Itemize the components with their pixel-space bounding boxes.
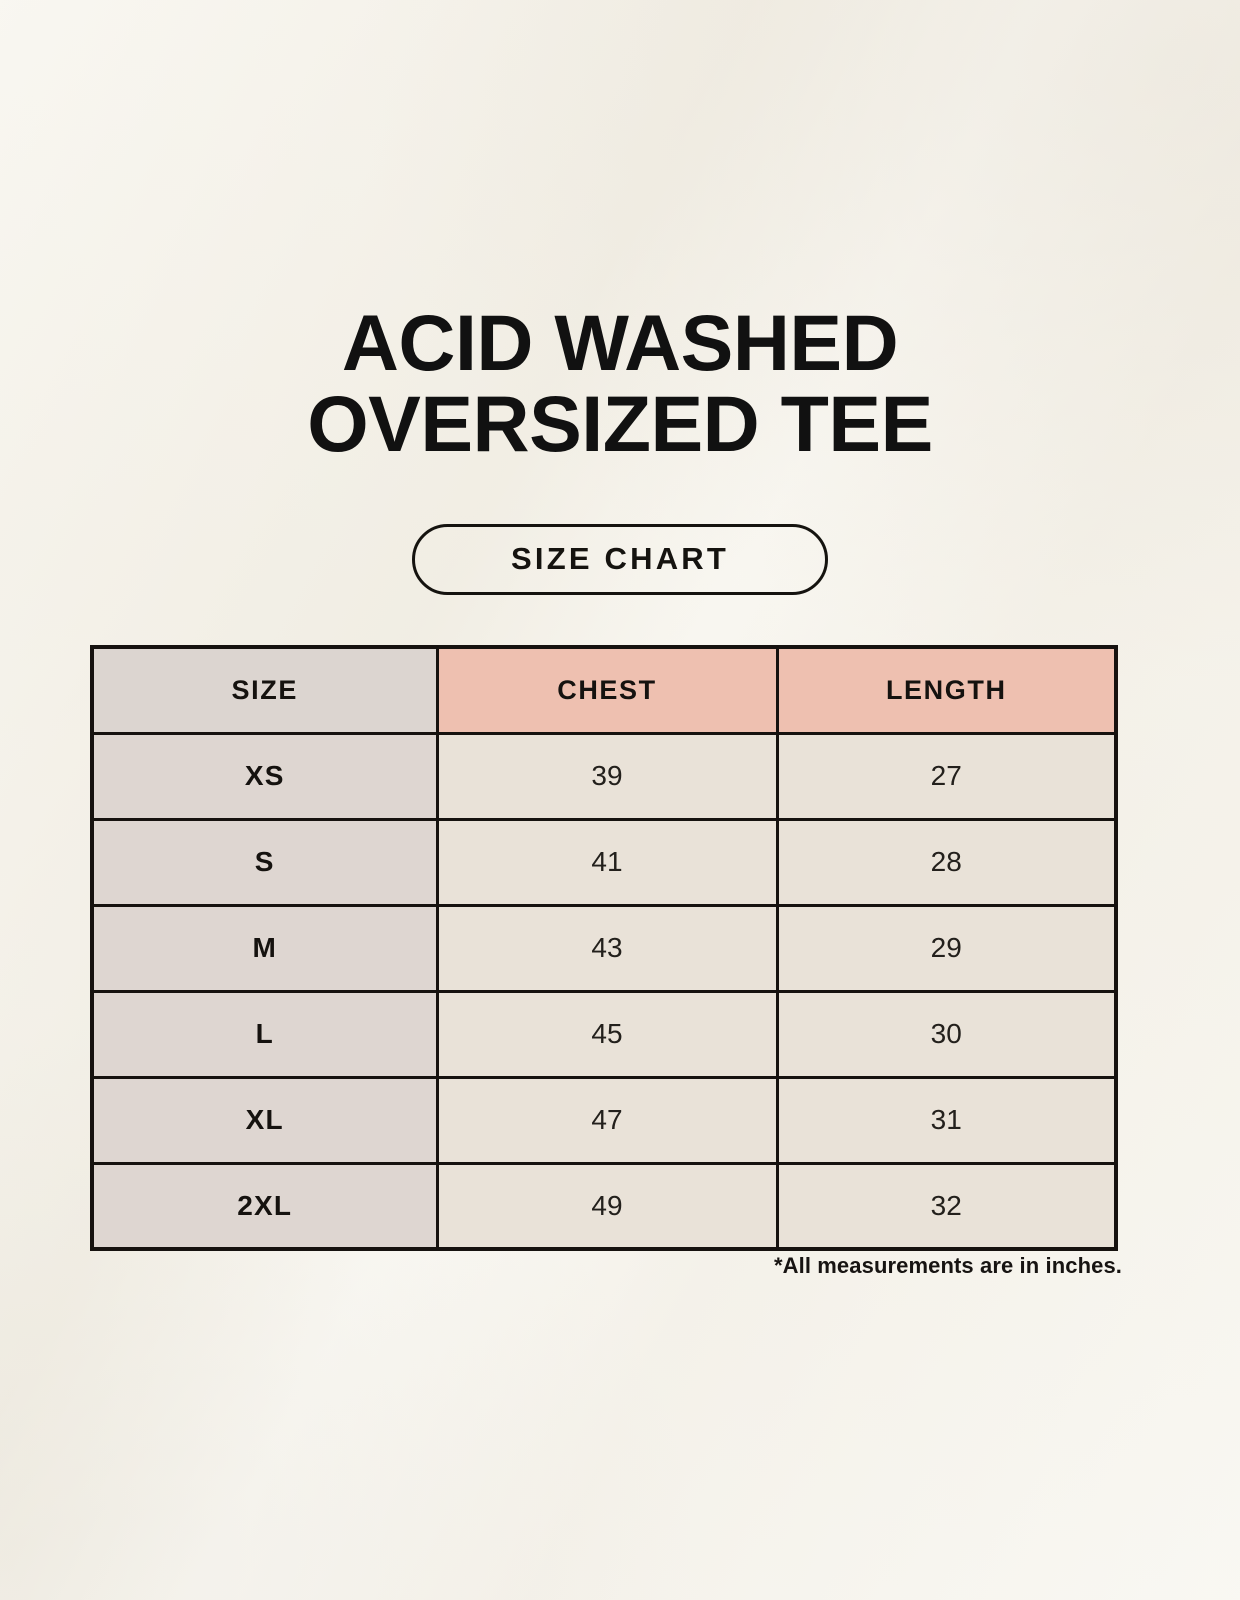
cell-chest: 47 (435, 1075, 779, 1165)
cell-length: 32 (775, 1161, 1118, 1251)
cell-size: 2XL (90, 1161, 439, 1251)
table-row: XL 47 31 (90, 1075, 1118, 1165)
cell-size: L (90, 989, 439, 1079)
cell-chest: 43 (435, 903, 779, 993)
table-row: M 43 29 (90, 903, 1118, 993)
size-chart-badge-wrapper: SIZE CHART (0, 524, 1240, 595)
cell-length: 28 (775, 817, 1118, 907)
table-row: XS 39 27 (90, 731, 1118, 821)
size-table-head: SIZE CHEST LENGTH (90, 645, 1118, 735)
measurements-footnote: *All measurements are in inches. (773, 1253, 1122, 1278)
cell-length: 31 (775, 1075, 1118, 1165)
size-chart-badge: SIZE CHART (412, 524, 828, 595)
cell-chest: 41 (435, 817, 779, 907)
cell-chest: 39 (435, 731, 779, 821)
table-header-row: SIZE CHEST LENGTH (90, 645, 1118, 735)
size-table-body: XS 39 27 S 41 28 M 43 29 L 45 30 (90, 731, 1118, 1251)
size-table-wrapper: SIZE CHEST LENGTH XS 39 27 S 41 28 M (90, 645, 1118, 1251)
cell-chest: 49 (435, 1161, 779, 1251)
cell-size: XL (90, 1075, 439, 1165)
page-title: ACID WASHED OVERSIZED TEE (0, 302, 1240, 464)
cell-length: 30 (775, 989, 1118, 1079)
page-title-line-2: OVERSIZED TEE (307, 379, 933, 468)
size-table: SIZE CHEST LENGTH XS 39 27 S 41 28 M (90, 645, 1118, 1251)
table-row: 2XL 49 32 (90, 1161, 1118, 1251)
column-header-size: SIZE (90, 645, 439, 735)
cell-chest: 45 (435, 989, 779, 1079)
table-row: S 41 28 (90, 817, 1118, 907)
table-row: L 45 30 (90, 989, 1118, 1079)
column-header-length: LENGTH (775, 645, 1118, 735)
page-title-line-1: ACID WASHED (341, 298, 899, 387)
cell-size: M (90, 903, 439, 993)
column-header-chest: CHEST (435, 645, 779, 735)
cell-length: 27 (775, 731, 1118, 821)
cell-size: XS (90, 731, 439, 821)
cell-size: S (90, 817, 439, 907)
cell-length: 29 (775, 903, 1118, 993)
